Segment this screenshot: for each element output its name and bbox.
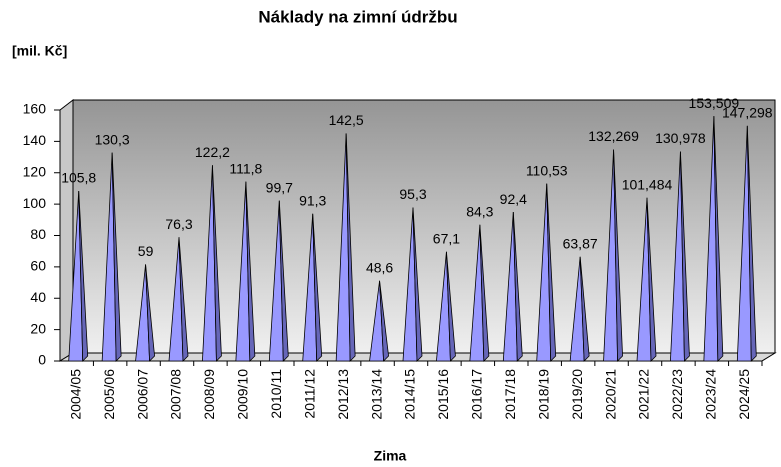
data-label: 48,6	[366, 259, 393, 275]
x-tick-label: 2020/21	[602, 369, 618, 420]
pyramid	[636, 197, 657, 362]
y-tick-label: 60	[30, 258, 46, 274]
x-tick-label: 2021/22	[636, 369, 652, 420]
x-axis-label: Zima	[374, 448, 407, 464]
pyramid-side	[713, 116, 724, 362]
data-label: 105,8	[61, 170, 96, 186]
x-tick-label: 2005/06	[101, 369, 117, 420]
chart-title: Náklady na zimní údržbu	[258, 7, 457, 26]
data-label: 153,509	[689, 95, 740, 111]
pyramid-side	[479, 224, 490, 362]
y-tick-label: 100	[23, 195, 47, 211]
pyramid-side	[579, 256, 590, 362]
data-label: 110,53	[526, 162, 568, 178]
x-tick-label: 2024/25	[736, 369, 752, 420]
y-axis-label: [mil. Kč]	[12, 43, 67, 59]
data-label: 67,1	[433, 230, 460, 246]
y-tick-label: 0	[38, 352, 46, 368]
pyramid-side	[278, 200, 289, 362]
data-label: 91,3	[299, 192, 326, 208]
pyramid	[736, 125, 757, 362]
data-label: 92,4	[500, 191, 527, 207]
pyramid	[202, 165, 222, 362]
x-tick-label: 2016/17	[469, 369, 485, 420]
data-label: 122,2	[195, 144, 230, 160]
pyramid-side	[412, 207, 423, 362]
x-tick-label: 2018/19	[535, 369, 551, 420]
pyramid-side	[680, 151, 690, 362]
x-tick-label: 2023/24	[703, 369, 719, 420]
pyramid-side	[178, 237, 189, 362]
pyramid	[502, 212, 523, 362]
pyramid-side	[546, 183, 557, 362]
pyramid	[101, 152, 122, 362]
data-label: 130,978	[655, 130, 706, 146]
x-tick-label: 2019/20	[569, 369, 585, 420]
pyramid	[603, 149, 623, 362]
pyramid-side	[212, 165, 222, 362]
pyramid	[569, 256, 590, 362]
pyramid-side	[512, 212, 523, 362]
pyramid-side	[446, 251, 456, 362]
data-label: 130,3	[95, 131, 130, 147]
x-tick-label: 2007/08	[168, 369, 184, 420]
pyramid	[435, 251, 456, 362]
x-tick-label: 2009/10	[235, 369, 251, 420]
pyramid	[302, 213, 323, 362]
pyramid	[402, 207, 423, 362]
pyramid	[536, 183, 557, 362]
data-label: 147,298	[722, 105, 773, 121]
pyramid-side	[746, 125, 757, 362]
pyramid	[670, 151, 690, 362]
data-label: 101,484	[622, 177, 673, 193]
x-tick-label: 2013/14	[368, 369, 384, 420]
pyramid-side	[646, 197, 657, 362]
data-label: 63,87	[563, 236, 598, 252]
y-tick-label: 80	[30, 226, 46, 242]
x-tick-label: 2012/13	[335, 369, 351, 420]
data-label: 111,8	[229, 160, 262, 176]
y-tick-label: 120	[23, 163, 47, 179]
data-label: 99,7	[266, 179, 293, 195]
x-tick-label: 2006/07	[134, 369, 150, 420]
y-tick-label: 40	[30, 289, 46, 305]
pyramid	[235, 181, 256, 362]
x-tick-label: 2008/09	[201, 369, 217, 420]
pyramid	[469, 224, 490, 362]
data-label: 95,3	[399, 186, 426, 202]
x-tick-label: 2011/12	[301, 369, 317, 419]
x-tick-label: 2010/11	[268, 369, 284, 419]
x-tick-label: 2014/15	[402, 369, 418, 420]
pyramid	[135, 264, 155, 362]
pyramid-side	[613, 149, 623, 362]
x-tick-label: 2017/18	[502, 369, 518, 420]
x-tick-label: 2004/05	[67, 369, 83, 420]
y-tick-label: 20	[30, 320, 46, 336]
x-tick-label: 2015/16	[435, 369, 451, 420]
data-label: 59	[138, 243, 154, 259]
data-label: 132,269	[588, 128, 639, 144]
data-label: 84,3	[466, 203, 493, 219]
pyramid-side	[111, 152, 122, 362]
pyramid	[268, 200, 289, 362]
y-tick-label: 160	[23, 101, 47, 117]
pyramid	[369, 280, 389, 362]
pyramid-side	[312, 213, 323, 362]
x-tick-label: 2022/23	[669, 369, 685, 420]
y-tick-label: 140	[23, 132, 47, 148]
pyramid	[703, 116, 724, 362]
pyramid-side	[379, 280, 389, 362]
pyramid	[168, 237, 189, 362]
pyramid	[335, 133, 356, 362]
pyramid-side	[145, 264, 155, 362]
pyramid-side	[78, 191, 89, 362]
pyramid-side	[345, 133, 356, 362]
data-label: 142,5	[329, 112, 364, 128]
pyramid-side	[245, 181, 256, 362]
data-label: 76,3	[165, 216, 192, 232]
pyramid	[68, 191, 89, 362]
